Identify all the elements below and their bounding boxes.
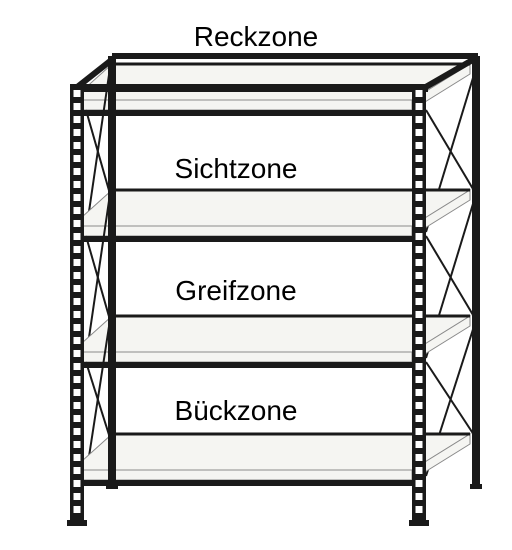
shelf-top: [72, 64, 470, 100]
shelf-beam: [70, 480, 414, 486]
shelf-beam: [70, 110, 414, 116]
upright-hole: [74, 441, 81, 448]
back-upright: [108, 56, 116, 484]
shelf-front-edge: [72, 352, 412, 362]
upright-hole: [74, 220, 81, 227]
upright-hole: [74, 428, 81, 435]
upright-hole: [416, 181, 423, 188]
upright-hole: [416, 402, 423, 409]
upright-hole: [416, 194, 423, 201]
upright-hole: [74, 363, 81, 370]
zone-label: Greifzone: [175, 275, 296, 306]
upright-hole: [416, 324, 423, 331]
upright-hole: [74, 194, 81, 201]
zone-label: Reckzone: [194, 21, 319, 52]
upright-hole: [416, 207, 423, 214]
upright-hole: [74, 168, 81, 175]
upright-hole: [416, 168, 423, 175]
upright-hole: [416, 129, 423, 136]
upright-hole: [416, 246, 423, 253]
upright-hole: [416, 376, 423, 383]
upright-hole: [74, 142, 81, 149]
upright-hole: [416, 142, 423, 149]
upright-hole: [74, 155, 81, 162]
upright-hole: [416, 467, 423, 474]
upright-hole: [416, 311, 423, 318]
upright-hole: [416, 480, 423, 487]
upright-hole: [74, 259, 81, 266]
upright-hole: [416, 272, 423, 279]
upright-hole: [74, 324, 81, 331]
upright-hole: [74, 402, 81, 409]
shelf-top: [72, 190, 470, 226]
upright-hole: [416, 116, 423, 123]
foot: [470, 484, 482, 489]
upright-hole: [416, 493, 423, 500]
shelf-top: [72, 316, 470, 352]
upright-hole: [416, 454, 423, 461]
upright-hole: [74, 415, 81, 422]
upright-hole: [416, 506, 423, 513]
upright-hole: [416, 389, 423, 396]
upright-hole: [416, 298, 423, 305]
upright-hole: [74, 506, 81, 513]
upright-hole: [416, 103, 423, 110]
upright-hole: [74, 90, 81, 97]
upright-hole: [416, 90, 423, 97]
upright-hole: [74, 181, 81, 188]
upright-hole: [416, 233, 423, 240]
zone-label: Bückzone: [175, 395, 298, 426]
upright-hole: [74, 493, 81, 500]
upright-hole: [416, 428, 423, 435]
foot: [67, 520, 87, 526]
upright-hole: [74, 116, 81, 123]
shelf-beam: [70, 236, 414, 242]
upright-hole: [74, 103, 81, 110]
upright-hole: [74, 467, 81, 474]
upright-hole: [74, 376, 81, 383]
upright-hole: [74, 298, 81, 305]
shelf-top: [72, 434, 470, 470]
upright-hole: [74, 272, 81, 279]
upright-hole: [74, 337, 81, 344]
upright-hole: [74, 207, 81, 214]
upright-hole: [74, 246, 81, 253]
upright-hole: [74, 350, 81, 357]
shelving-diagram: Reckzone Sichtzone Greifzone Bückzone: [0, 0, 512, 550]
upright-hole: [74, 285, 81, 292]
zone-label: Sichtzone: [175, 153, 298, 184]
upright-hole: [416, 441, 423, 448]
upright-hole: [74, 454, 81, 461]
shelf-front-edge: [72, 470, 412, 480]
upright-hole: [416, 363, 423, 370]
shelf-front-edge: [72, 100, 412, 110]
upright-hole: [416, 337, 423, 344]
shelf-beam: [70, 362, 414, 368]
upright-hole: [416, 415, 423, 422]
upright-hole: [74, 129, 81, 136]
upright-hole: [416, 220, 423, 227]
upright-hole: [74, 311, 81, 318]
upright-hole: [74, 233, 81, 240]
shelf-front-edge: [72, 226, 412, 236]
back-upright: [472, 56, 480, 484]
top-front-beam: [70, 84, 428, 92]
upright-hole: [74, 389, 81, 396]
upright-hole: [416, 259, 423, 266]
upright-hole: [416, 350, 423, 357]
foot: [106, 484, 118, 489]
upright-hole: [416, 155, 423, 162]
upright-hole: [416, 285, 423, 292]
upright-hole: [74, 480, 81, 487]
foot: [409, 520, 429, 526]
